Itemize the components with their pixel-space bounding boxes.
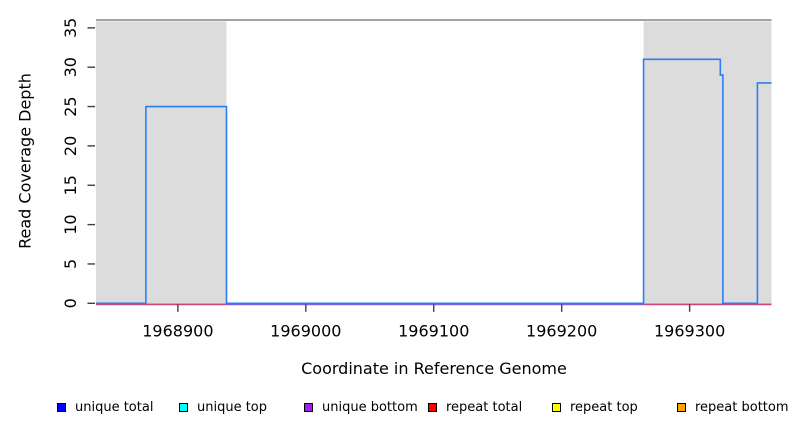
- x-tick-label: 1969200: [526, 321, 597, 340]
- x-tick-label: 1969000: [270, 321, 341, 340]
- legend-swatch-repeat-top: [552, 402, 561, 412]
- legend-swatch-repeat-total: [428, 402, 437, 412]
- x-tick-label: 1969100: [398, 321, 469, 340]
- legend-item-repeat-bottom: repeat bottom: [677, 398, 789, 416]
- y-tick-label: 35: [61, 18, 80, 38]
- y-axis-title: Read Coverage Depth: [15, 73, 35, 249]
- unique-total-step-line: [96, 58, 772, 305]
- legend-label-repeat-total: repeat total: [446, 399, 523, 415]
- legend-swatch-unique-top: [179, 402, 188, 412]
- repeat-region-rect: [96, 21, 227, 304]
- x-axis-title: Coordinate in Reference Genome: [301, 359, 567, 378]
- legend-item-repeat-top: repeat top: [552, 398, 638, 416]
- legend-label-repeat-bottom: repeat bottom: [695, 399, 789, 415]
- legend-item-unique-bottom: unique bottom: [304, 398, 418, 416]
- legend-item-repeat-total: repeat total: [428, 398, 522, 416]
- y-tick-label: 5: [61, 259, 80, 269]
- y-tick-label: 10: [61, 214, 80, 234]
- legend-label-repeat-top: repeat top: [570, 399, 638, 415]
- legend: unique total unique top unique bottom repea…: [0, 398, 792, 418]
- x-tick-label: 1969300: [654, 321, 725, 340]
- legend-item-unique-top: unique top: [179, 398, 267, 416]
- y-tick-label: 30: [61, 57, 80, 77]
- legend-item-unique-total: unique total: [57, 398, 153, 416]
- y-tick-label: 25: [61, 96, 80, 116]
- legend-label-unique-total: unique total: [75, 399, 154, 415]
- legend-swatch-unique-bottom: [304, 402, 313, 412]
- repeat-region-rect: [643, 21, 772, 304]
- legend-swatch-repeat-bottom: [677, 402, 686, 412]
- legend-label-unique-bottom: unique bottom: [322, 399, 418, 415]
- y-tick-label: 20: [61, 136, 80, 156]
- x-tick-label: 1968900: [142, 321, 213, 340]
- y-tick-label: 0: [61, 298, 80, 308]
- y-tick-label: 15: [61, 175, 80, 195]
- legend-label-unique-top: unique top: [197, 399, 268, 415]
- legend-swatch-unique-total: [57, 402, 66, 412]
